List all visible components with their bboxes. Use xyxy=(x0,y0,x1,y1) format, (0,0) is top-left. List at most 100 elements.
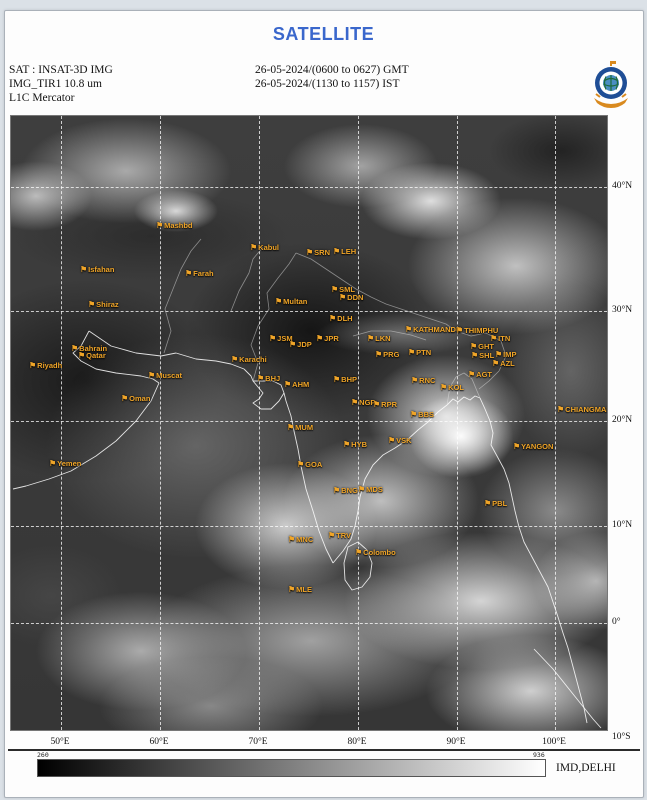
city-flag-icon: ⚑ xyxy=(231,355,239,364)
city-label: ⚑Shiraz xyxy=(88,300,119,309)
city-label: ⚑JSM xyxy=(269,334,293,343)
city-label: ⚑Bahrain xyxy=(71,344,108,353)
gridline-vertical xyxy=(259,116,260,730)
city-label: ⚑ITN xyxy=(490,334,511,343)
city-flag-icon: ⚑ xyxy=(343,440,351,449)
city-label: ⚑Muscat xyxy=(148,371,183,380)
projection-line: L1C Mercator xyxy=(9,92,75,104)
city-flag-icon: ⚑ xyxy=(275,297,283,306)
city-label: ⚑SHL xyxy=(471,351,495,360)
city-label: ⚑MUM xyxy=(287,423,314,432)
city-label: ⚑PTN xyxy=(408,348,432,357)
city-flag-icon: ⚑ xyxy=(492,359,500,368)
city-flag-icon: ⚑ xyxy=(405,325,413,334)
city-flag-icon: ⚑ xyxy=(288,585,296,594)
longitude-label: 50°E xyxy=(50,737,70,747)
city-label: ⚑Yemen xyxy=(49,459,82,468)
city-label: ⚑AHM xyxy=(284,380,310,389)
coastlines-overlay xyxy=(12,238,602,729)
city-label: ⚑THIMPHU xyxy=(456,326,499,335)
city-label: ⚑DLH xyxy=(329,314,353,323)
grayscale-colorbar xyxy=(37,759,546,777)
city-flag-icon: ⚑ xyxy=(484,499,492,508)
longitude-label: 90°E xyxy=(446,737,466,747)
city-label: ⚑SML xyxy=(331,285,356,294)
city-label: ⚑MDS xyxy=(358,485,383,494)
gridline-vertical xyxy=(160,116,161,730)
city-flag-icon: ⚑ xyxy=(373,400,381,409)
city-flag-icon: ⚑ xyxy=(288,535,296,544)
city-label: ⚑Karachi xyxy=(231,355,267,364)
city-label: ⚑Mashbd xyxy=(156,221,193,230)
city-flag-icon: ⚑ xyxy=(410,410,418,419)
city-flag-icon: ⚑ xyxy=(468,370,476,379)
city-flag-icon: ⚑ xyxy=(287,423,295,432)
city-label: ⚑SRN xyxy=(306,248,331,257)
city-flag-icon: ⚑ xyxy=(306,248,314,257)
city-flag-icon: ⚑ xyxy=(316,334,324,343)
city-label: ⚑BNG xyxy=(333,486,358,495)
city-label: ⚑RNC xyxy=(411,376,436,385)
city-flag-icon: ⚑ xyxy=(470,342,478,351)
city-flag-icon: ⚑ xyxy=(557,405,565,414)
latitude-label: 40°N xyxy=(612,181,633,191)
gridline-horizontal xyxy=(11,623,607,624)
city-flag-icon: ⚑ xyxy=(440,383,448,392)
city-label: ⚑LEH xyxy=(333,247,357,256)
city-label: ⚑Oman xyxy=(121,394,151,403)
city-label: ⚑Qatar xyxy=(78,351,106,360)
longitude-label: 80°E xyxy=(347,737,367,747)
city-flag-icon: ⚑ xyxy=(297,460,305,469)
separator-line xyxy=(8,749,640,751)
latitude-label: 0° xyxy=(612,617,621,627)
city-label: ⚑GHT xyxy=(470,342,495,351)
city-flag-icon: ⚑ xyxy=(339,293,347,302)
city-flag-icon: ⚑ xyxy=(375,350,383,359)
latitude-label: 20°N xyxy=(612,415,633,425)
city-flag-icon: ⚑ xyxy=(284,380,292,389)
city-flag-icon: ⚑ xyxy=(78,351,86,360)
city-flag-icon: ⚑ xyxy=(333,486,341,495)
gridline-horizontal xyxy=(11,421,607,422)
page-title: SATELLITE xyxy=(272,24,375,44)
city-flag-icon: ⚑ xyxy=(331,285,339,294)
city-flag-icon: ⚑ xyxy=(257,374,265,383)
longitude-label: 60°E xyxy=(149,737,169,747)
city-label: ⚑KATHMANDU xyxy=(405,325,462,334)
city-flag-icon: ⚑ xyxy=(156,221,164,230)
city-flag-icon: ⚑ xyxy=(355,548,363,557)
city-label: ⚑LKN xyxy=(367,334,391,343)
gridline-horizontal xyxy=(11,311,607,312)
satellite-imagery: ⚑Mashbd ⚑Kabul ⚑Isfahan ⚑Farah ⚑Shiraz ⚑Multa… xyxy=(10,115,608,731)
city-label: ⚑MNC xyxy=(288,535,314,544)
city-label: ⚑RPR xyxy=(373,400,398,409)
colorbar-max-value: 936 xyxy=(533,751,545,759)
city-flag-icon: ⚑ xyxy=(148,371,156,380)
gridline-horizontal xyxy=(11,526,607,527)
city-label: ⚑CHIANGMAI xyxy=(557,405,608,414)
city-label: ⚑AZL xyxy=(492,359,515,368)
city-label: ⚑Farah xyxy=(185,269,214,278)
city-label: ⚑NGP xyxy=(351,398,376,407)
city-label: ⚑DDN xyxy=(339,293,364,302)
time-gmt-line: 26-05-2024/(0600 to 0627) GMT xyxy=(255,64,409,76)
city-flag-icon: ⚑ xyxy=(495,350,503,359)
city-flag-icon: ⚑ xyxy=(490,334,498,343)
latitude-label: 30°N xyxy=(612,305,633,315)
credit-label: IMD,DELHI xyxy=(556,762,616,774)
city-flag-icon: ⚑ xyxy=(351,398,359,407)
channel-line: IMG_TIR1 10.8 um xyxy=(9,78,102,90)
city-label: ⚑YANGON xyxy=(513,442,554,451)
city-label: ⚑MLE xyxy=(288,585,313,594)
city-label: ⚑JDP xyxy=(289,340,312,349)
city-label: ⚑IMP xyxy=(495,350,517,359)
gridline-vertical xyxy=(457,116,458,730)
city-flag-icon: ⚑ xyxy=(250,243,258,252)
city-label: ⚑TRV xyxy=(328,531,352,540)
city-flag-icon: ⚑ xyxy=(408,348,416,357)
city-flag-icon: ⚑ xyxy=(333,375,341,384)
city-flag-icon: ⚑ xyxy=(49,459,57,468)
city-flag-icon: ⚑ xyxy=(329,314,337,323)
city-label: ⚑KOL xyxy=(440,383,465,392)
